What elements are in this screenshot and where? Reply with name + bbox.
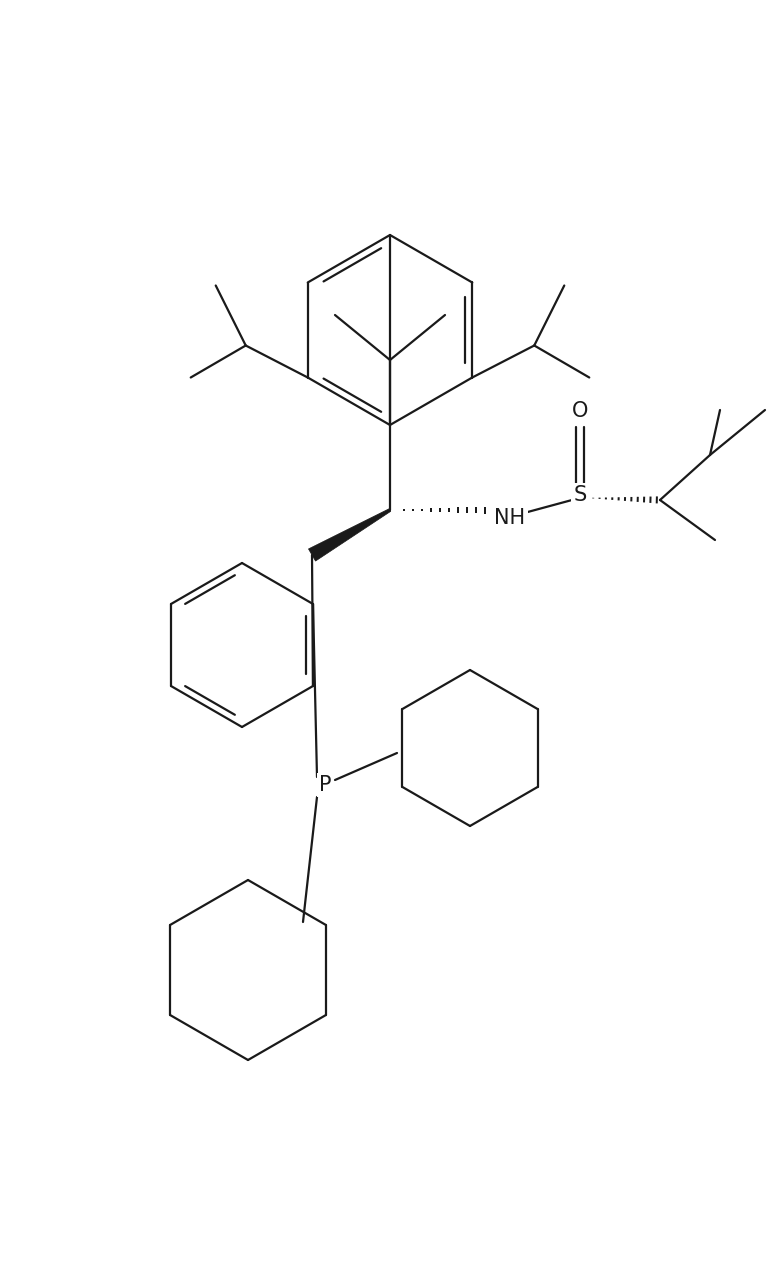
Polygon shape [309, 508, 391, 560]
Text: S: S [573, 484, 587, 505]
Text: NH: NH [495, 508, 526, 527]
Text: P: P [319, 775, 331, 795]
Text: O: O [572, 401, 588, 421]
